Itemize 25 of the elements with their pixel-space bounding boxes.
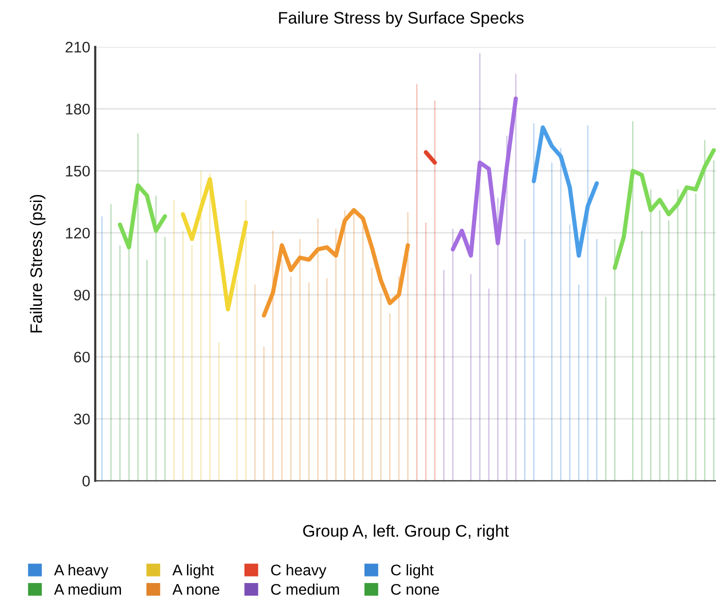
y-tick-label: 60: [74, 352, 90, 363]
legend-label: A none: [172, 584, 220, 595]
legend-label: A medium: [54, 584, 121, 595]
legend-label: C none: [391, 584, 439, 595]
line-series: [612, 148, 716, 270]
y-tick-label: 90: [74, 290, 90, 301]
x-axis-title: Group A, left. Group C, right: [303, 524, 509, 540]
chart-title: Failure Stress by Surface Specks: [279, 11, 524, 27]
line-series: [450, 96, 518, 258]
y-tick-label: 0: [82, 476, 90, 486]
y-tick-label: 180: [66, 104, 90, 115]
line-series: [262, 208, 410, 318]
y-tick-label: 210: [66, 42, 90, 53]
legend-label: C light: [391, 564, 434, 578]
y-tick-label: 30: [74, 414, 90, 424]
line-series: [532, 125, 599, 258]
y-tick-label: 120: [66, 228, 90, 239]
y-tick-label: 150: [66, 166, 90, 177]
line-series: [118, 183, 168, 250]
legend-label: A heavy: [54, 564, 108, 578]
legend-label: C medium: [271, 584, 339, 595]
legend-label: C heavy: [271, 564, 326, 578]
legend-label: A light: [172, 564, 214, 578]
y-axis-title: Failure Stress (psi): [30, 194, 46, 332]
line-series: [180, 177, 248, 312]
